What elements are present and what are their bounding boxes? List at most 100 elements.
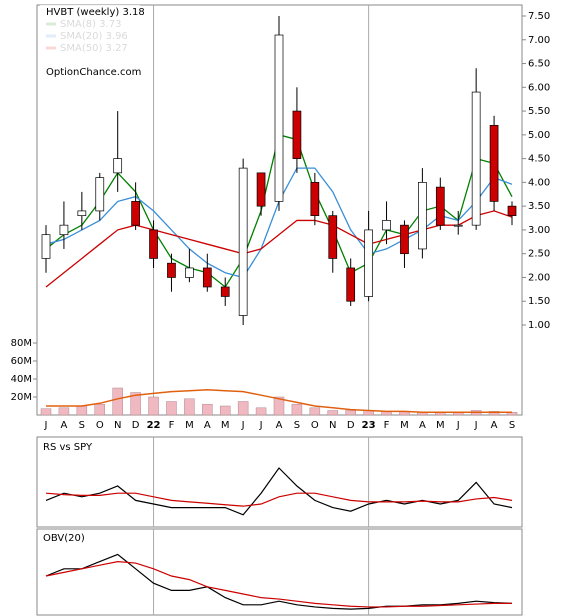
- candle-body: [41, 234, 51, 259]
- panel-title: RS vs SPY: [43, 442, 93, 453]
- line: [45, 210, 513, 288]
- x-tick-label: 23: [362, 420, 376, 431]
- y-tick-label: 40M: [11, 374, 32, 385]
- marks: J A S O N D 22 F M A M J J A S O N D 23 F M A M J J A S1.001.502.0…: [11, 5, 550, 615]
- candle-body: [274, 34, 284, 202]
- x-tick-label: M: [221, 420, 230, 431]
- volume-bar: [94, 403, 106, 416]
- candle-body: [489, 124, 499, 202]
- volume-bar: [76, 405, 88, 416]
- x-tick-label: M: [185, 420, 194, 431]
- volume-bar: [148, 396, 159, 416]
- candle-body: [346, 267, 356, 302]
- candle-body: [59, 224, 69, 236]
- candle-body: [292, 110, 302, 159]
- candle-body: [382, 220, 391, 231]
- volume-bar: [40, 408, 52, 416]
- x-tick-label: F: [384, 420, 390, 431]
- y-tick-label: 1.50: [528, 296, 550, 307]
- volume-bar: [237, 401, 249, 416]
- line: [45, 467, 513, 516]
- x-tick-label: 22: [147, 420, 161, 431]
- y-tick-label: 1.00: [528, 320, 550, 331]
- candle-body: [507, 205, 517, 217]
- legend-box: [40, 5, 140, 77]
- volume-bar: [130, 392, 141, 416]
- y-tick-label: 2.50: [528, 249, 550, 260]
- volume-bar: [255, 407, 267, 416]
- candle-body: [471, 91, 481, 226]
- candle-body: [202, 267, 212, 288]
- x-tick-label: O: [311, 420, 319, 431]
- y-tick-label: 7.50: [528, 11, 550, 22]
- x-tick-label: S: [509, 420, 515, 431]
- volume-bar: [291, 403, 303, 416]
- x-tick-label: A: [61, 420, 68, 431]
- x-tick-label: O: [96, 420, 104, 431]
- volume-bar: [112, 387, 123, 416]
- y-tick-label: 80M: [11, 338, 32, 349]
- candle-body: [95, 177, 105, 212]
- volume-bar: [309, 407, 321, 416]
- candle-body: [220, 286, 230, 297]
- candle-body: [328, 215, 338, 259]
- x-tick-label: A: [204, 420, 211, 431]
- chart-title: HVBT (weekly) 3.18: [46, 7, 145, 18]
- y-tick-label: 60M: [11, 356, 32, 367]
- y-tick-label: 3.50: [528, 201, 550, 212]
- x-tick-label: A: [276, 420, 283, 431]
- x-tick-label: F: [169, 420, 175, 431]
- x-tick-label: A: [491, 420, 498, 431]
- x-tick-label: S: [294, 420, 300, 431]
- x-tick-label: J: [241, 420, 245, 431]
- line: [45, 560, 512, 608]
- candle-body: [167, 262, 176, 278]
- y-tick-label: 4.00: [528, 177, 550, 188]
- line: [46, 389, 512, 414]
- candle-body: [77, 210, 87, 217]
- obv-panel: [36, 528, 523, 616]
- panel-title: OBV(20): [43, 533, 85, 544]
- line: [45, 492, 513, 507]
- x-tick-label: S: [79, 420, 85, 431]
- volume-bar: [219, 405, 231, 416]
- x-tick-label: J: [44, 420, 48, 431]
- x-tick-label: J: [456, 420, 460, 431]
- candle-body: [400, 224, 409, 255]
- y-tick-label: 5.00: [528, 130, 550, 141]
- volume-bar: [327, 410, 339, 416]
- candle-body: [113, 158, 123, 174]
- candle-body: [238, 167, 248, 316]
- y-tick-label: 6.50: [528, 59, 550, 70]
- x-tick-label: J: [474, 420, 478, 431]
- source: OptionChance.com: [46, 67, 141, 78]
- candle-body: [256, 172, 266, 207]
- x-tick-label: N: [329, 420, 336, 431]
- volume-bar: [273, 396, 285, 416]
- y-tick-label: 5.50: [528, 106, 550, 117]
- x-tick-label: D: [132, 420, 140, 431]
- candle-body: [131, 201, 140, 226]
- y-tick-label: 2.00: [528, 272, 550, 283]
- volume-bar: [345, 410, 356, 416]
- y-tick-label: 7.00: [528, 35, 550, 46]
- candle-body: [435, 186, 445, 226]
- x-tick-label: N: [114, 420, 121, 431]
- x-tick-label: J: [259, 420, 263, 431]
- candle-body: [310, 182, 320, 217]
- candle-body: [364, 229, 373, 297]
- rs-panel: [36, 436, 523, 528]
- y-tick-label: 6.00: [528, 82, 550, 93]
- line: [45, 553, 513, 610]
- candle-body: [149, 229, 158, 259]
- x-tick-label: M: [436, 420, 445, 431]
- x-tick-label: D: [347, 420, 355, 431]
- y-tick-label: 3.00: [528, 225, 550, 236]
- volume-bar: [58, 407, 70, 416]
- x-tick-label: M: [400, 420, 409, 431]
- candle-body: [185, 267, 194, 278]
- volume-bar: [488, 411, 500, 416]
- volume-bar: [184, 398, 195, 416]
- volume-bar: [202, 403, 213, 416]
